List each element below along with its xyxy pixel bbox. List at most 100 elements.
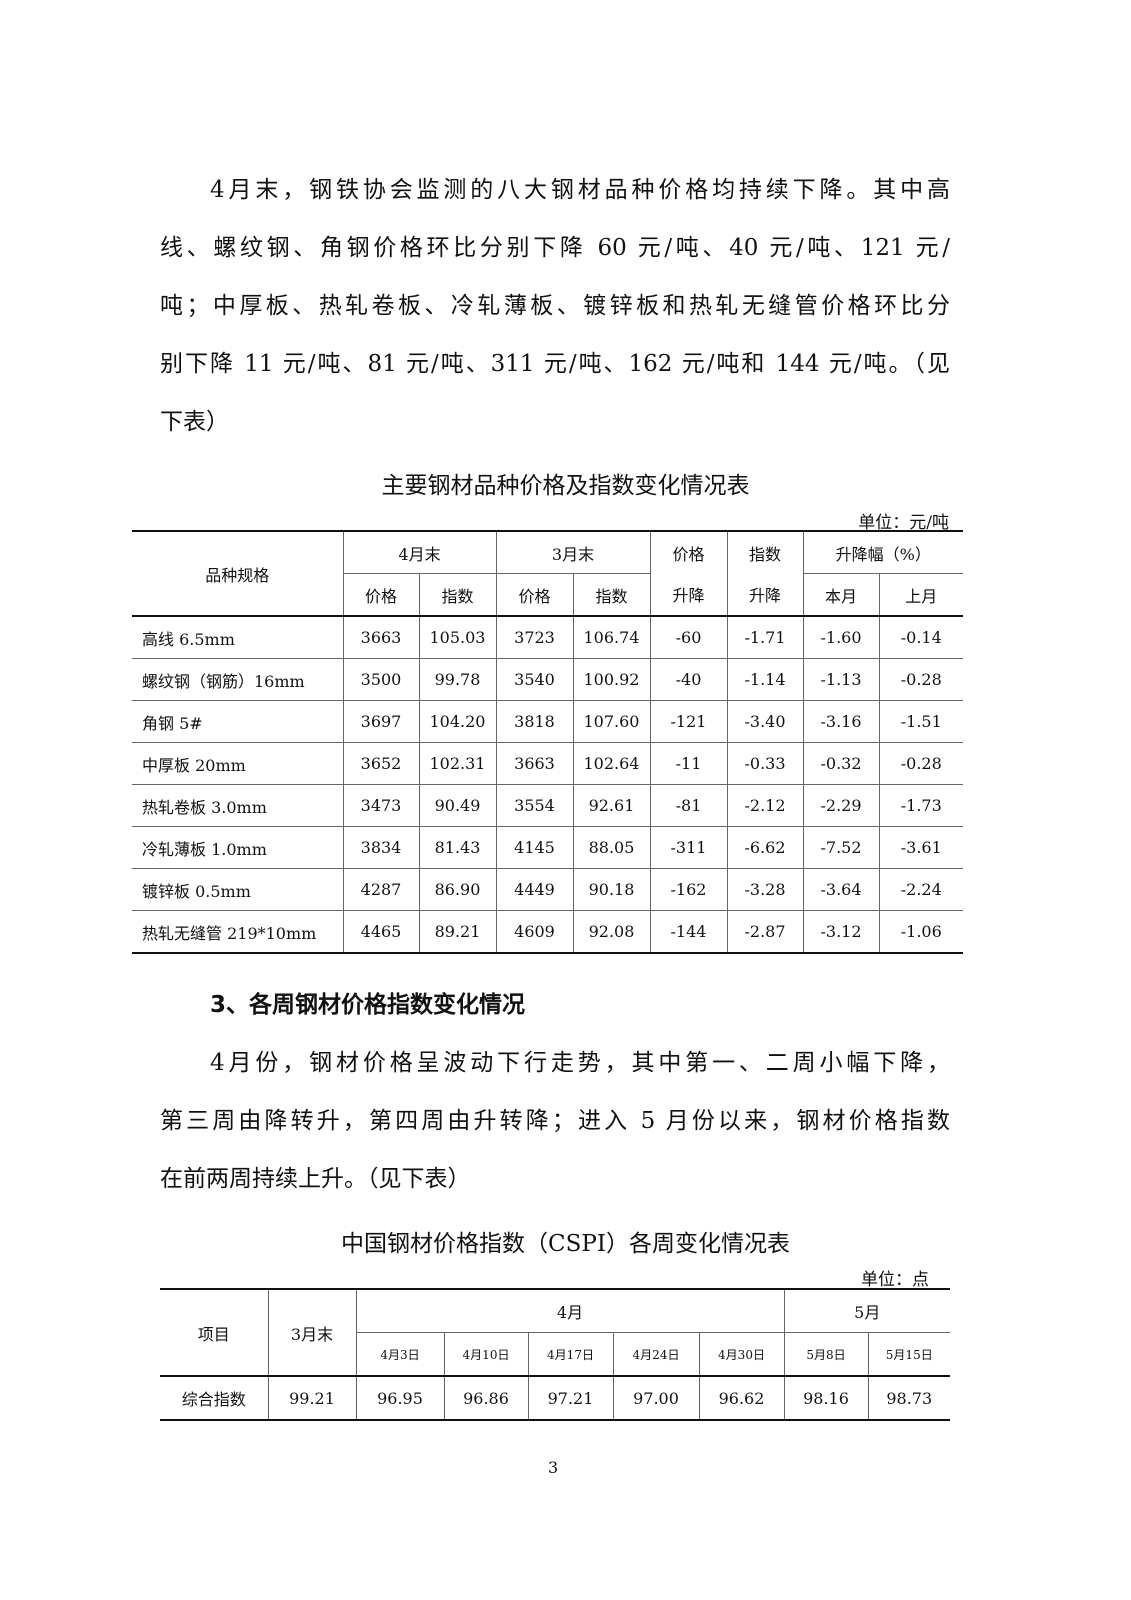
header-price: 价格 (495, 573, 574, 617)
cell: 3723 (495, 615, 574, 659)
header-this-month: 本月 (802, 573, 880, 617)
cell: -3.40 (726, 700, 804, 743)
text-line: 第三周由降转升，第四周由升转降；进入 5 月份以来，钢材价格指数 (160, 1108, 950, 1134)
cell: 98.73 (867, 1375, 950, 1421)
table-row: 角钢 5# 3697 104.20 3818 107.60 -121 -3.40 -3.16-… (132, 700, 963, 743)
header-index-change-2: 升降 (726, 573, 804, 617)
cell: 102.64 (572, 742, 651, 785)
table1-unit: 单位：元/吨 (858, 513, 949, 533)
header-date: 4月10日 (443, 1332, 529, 1377)
row-label: 热轧无缝管 219*10mm (132, 910, 344, 954)
table1-title: 主要钢材品种价格及指数变化情况表 (381, 473, 750, 499)
text-line: 线、螺纹钢、角钢价格环比分别下降 60 元/吨、40 元/吨、121 元/ (160, 235, 950, 261)
cell: -1.14 (726, 658, 804, 701)
cell: -6.62 (726, 826, 804, 869)
cell: 89.21 (418, 910, 497, 954)
cell: 4449 (495, 868, 574, 911)
header-price-change-1: 价格 (649, 530, 728, 574)
cell: 81.43 (418, 826, 497, 869)
cell: 3540 (495, 658, 574, 701)
cell: 3818 (495, 700, 574, 743)
table2-title: 中国钢材价格指数（CSPI）各周变化情况表 (341, 1231, 790, 1257)
cell: 88.05 (572, 826, 651, 869)
cell: 4145 (495, 826, 574, 869)
row-label: 冷轧薄板 1.0mm (132, 826, 344, 869)
cell: 3697 (342, 700, 420, 743)
header-date: 4月17日 (527, 1332, 614, 1377)
header-index: 指数 (418, 573, 497, 617)
table-row: 综合指数 99.21 96.95 96.86 97.21 97.00 96.62… (160, 1375, 950, 1421)
cell: 3652 (342, 742, 420, 785)
cell: 4465 (342, 910, 420, 954)
cell: -2.87 (726, 910, 804, 954)
cell: 4287 (342, 868, 420, 911)
cell: 90.18 (572, 868, 651, 911)
cell: -121 (649, 700, 728, 743)
table-row: 冷轧薄板 1.0mm 3834 81.43 4145 88.05 -311 -6.62 -7.… (132, 826, 963, 869)
header-date: 4月30日 (698, 1332, 785, 1377)
row-label: 热轧卷板 3.0mm (132, 784, 344, 827)
cell: -311 (649, 826, 728, 869)
text-line: 吨；中厚板、热轧卷板、冷轧薄板、镀锌板和热轧无缝管价格环比分 (160, 293, 950, 319)
text-line: 4月末，钢铁协会监测的八大钢材品种价格均持续下降。其中高 (210, 177, 950, 203)
cell: -0.28 (878, 658, 963, 701)
table2-unit: 单位：点 (861, 1270, 929, 1290)
header-may: 5月 (783, 1288, 950, 1333)
cell: 99.21 (267, 1375, 357, 1421)
cell: 96.86 (443, 1375, 529, 1421)
cell: 3554 (495, 784, 574, 827)
cell: 3663 (342, 615, 420, 659)
cell: 4609 (495, 910, 574, 954)
cell: -3.64 (802, 868, 880, 911)
table-row: 中厚板 20mm 3652 102.31 3663 102.64 -11 -0.33 -0.3… (132, 742, 963, 785)
cell: 106.74 (572, 615, 651, 659)
cell: -162 (649, 868, 728, 911)
cell: -2.24 (878, 868, 963, 911)
header-index-change-1: 指数 (726, 530, 804, 574)
cell: -40 (649, 658, 728, 701)
cell: -3.12 (802, 910, 880, 954)
paragraph-2: 4月份，钢材价格呈波动下行走势，其中第一、二周小幅下降， 第三周由降转升，第四周… (160, 1034, 950, 1208)
cell: 92.61 (572, 784, 651, 827)
cell: 104.20 (418, 700, 497, 743)
row-label: 螺纹钢（钢筋）16mm (132, 658, 344, 701)
cell: 90.49 (418, 784, 497, 827)
cell: -81 (649, 784, 728, 827)
header-pct-change: 升降幅（%） (802, 530, 963, 574)
cell: -1.13 (802, 658, 880, 701)
cell: 99.78 (418, 658, 497, 701)
row-label: 高线 6.5mm (132, 615, 344, 659)
paragraph-1: 4月末，钢铁协会监测的八大钢材品种价格均持续下降。其中高 线、螺纹钢、角钢价格环… (160, 161, 950, 451)
header-mar-end: 3月末 (495, 530, 651, 574)
header-last-month: 上月 (878, 573, 963, 617)
cell: 86.90 (418, 868, 497, 911)
cell: 3500 (342, 658, 420, 701)
header-price-change-2: 升降 (649, 573, 728, 617)
section-heading: 3、各周钢材价格指数变化情况 (210, 992, 526, 1018)
cell: 107.60 (572, 700, 651, 743)
cell: -2.12 (726, 784, 804, 827)
cell: 105.03 (418, 615, 497, 659)
row-label: 中厚板 20mm (132, 742, 344, 785)
cell: 98.16 (783, 1375, 869, 1421)
cell: -1.71 (726, 615, 804, 659)
cspi-weekly-table: 项目 3月末 4月 5月 4月3日 4月10日 4月17日 4月24日 4月30… (160, 1288, 950, 1421)
header-item: 项目 (160, 1288, 269, 1377)
table-row: 热轧无缝管 219*10mm 4465 89.21 4609 92.08 -144 -2.8… (132, 910, 963, 954)
cell: -2.29 (802, 784, 880, 827)
table-row: 螺纹钢（钢筋）16mm 3500 99.78 3540 100.92 -40 -1.14 -1… (132, 658, 963, 701)
cell: -3.16 (802, 700, 880, 743)
cell: -1.51 (878, 700, 963, 743)
cell: 96.95 (355, 1375, 445, 1421)
page-number: 3 (548, 1458, 559, 1477)
cell: 3473 (342, 784, 420, 827)
cell: 3663 (495, 742, 574, 785)
text-line: 4月份，钢材价格呈波动下行走势，其中第一、二周小幅下降， (210, 1050, 950, 1076)
cell: -144 (649, 910, 728, 954)
table-row: 镀锌板 0.5mm 4287 86.90 4449 90.18 -162 -3.28 -3.6… (132, 868, 963, 911)
cell: 3834 (342, 826, 420, 869)
row-label: 角钢 5# (132, 700, 344, 743)
header-apr-end: 4月末 (342, 530, 497, 574)
header-index: 指数 (572, 573, 651, 617)
header-mar-end: 3月末 (267, 1288, 357, 1377)
